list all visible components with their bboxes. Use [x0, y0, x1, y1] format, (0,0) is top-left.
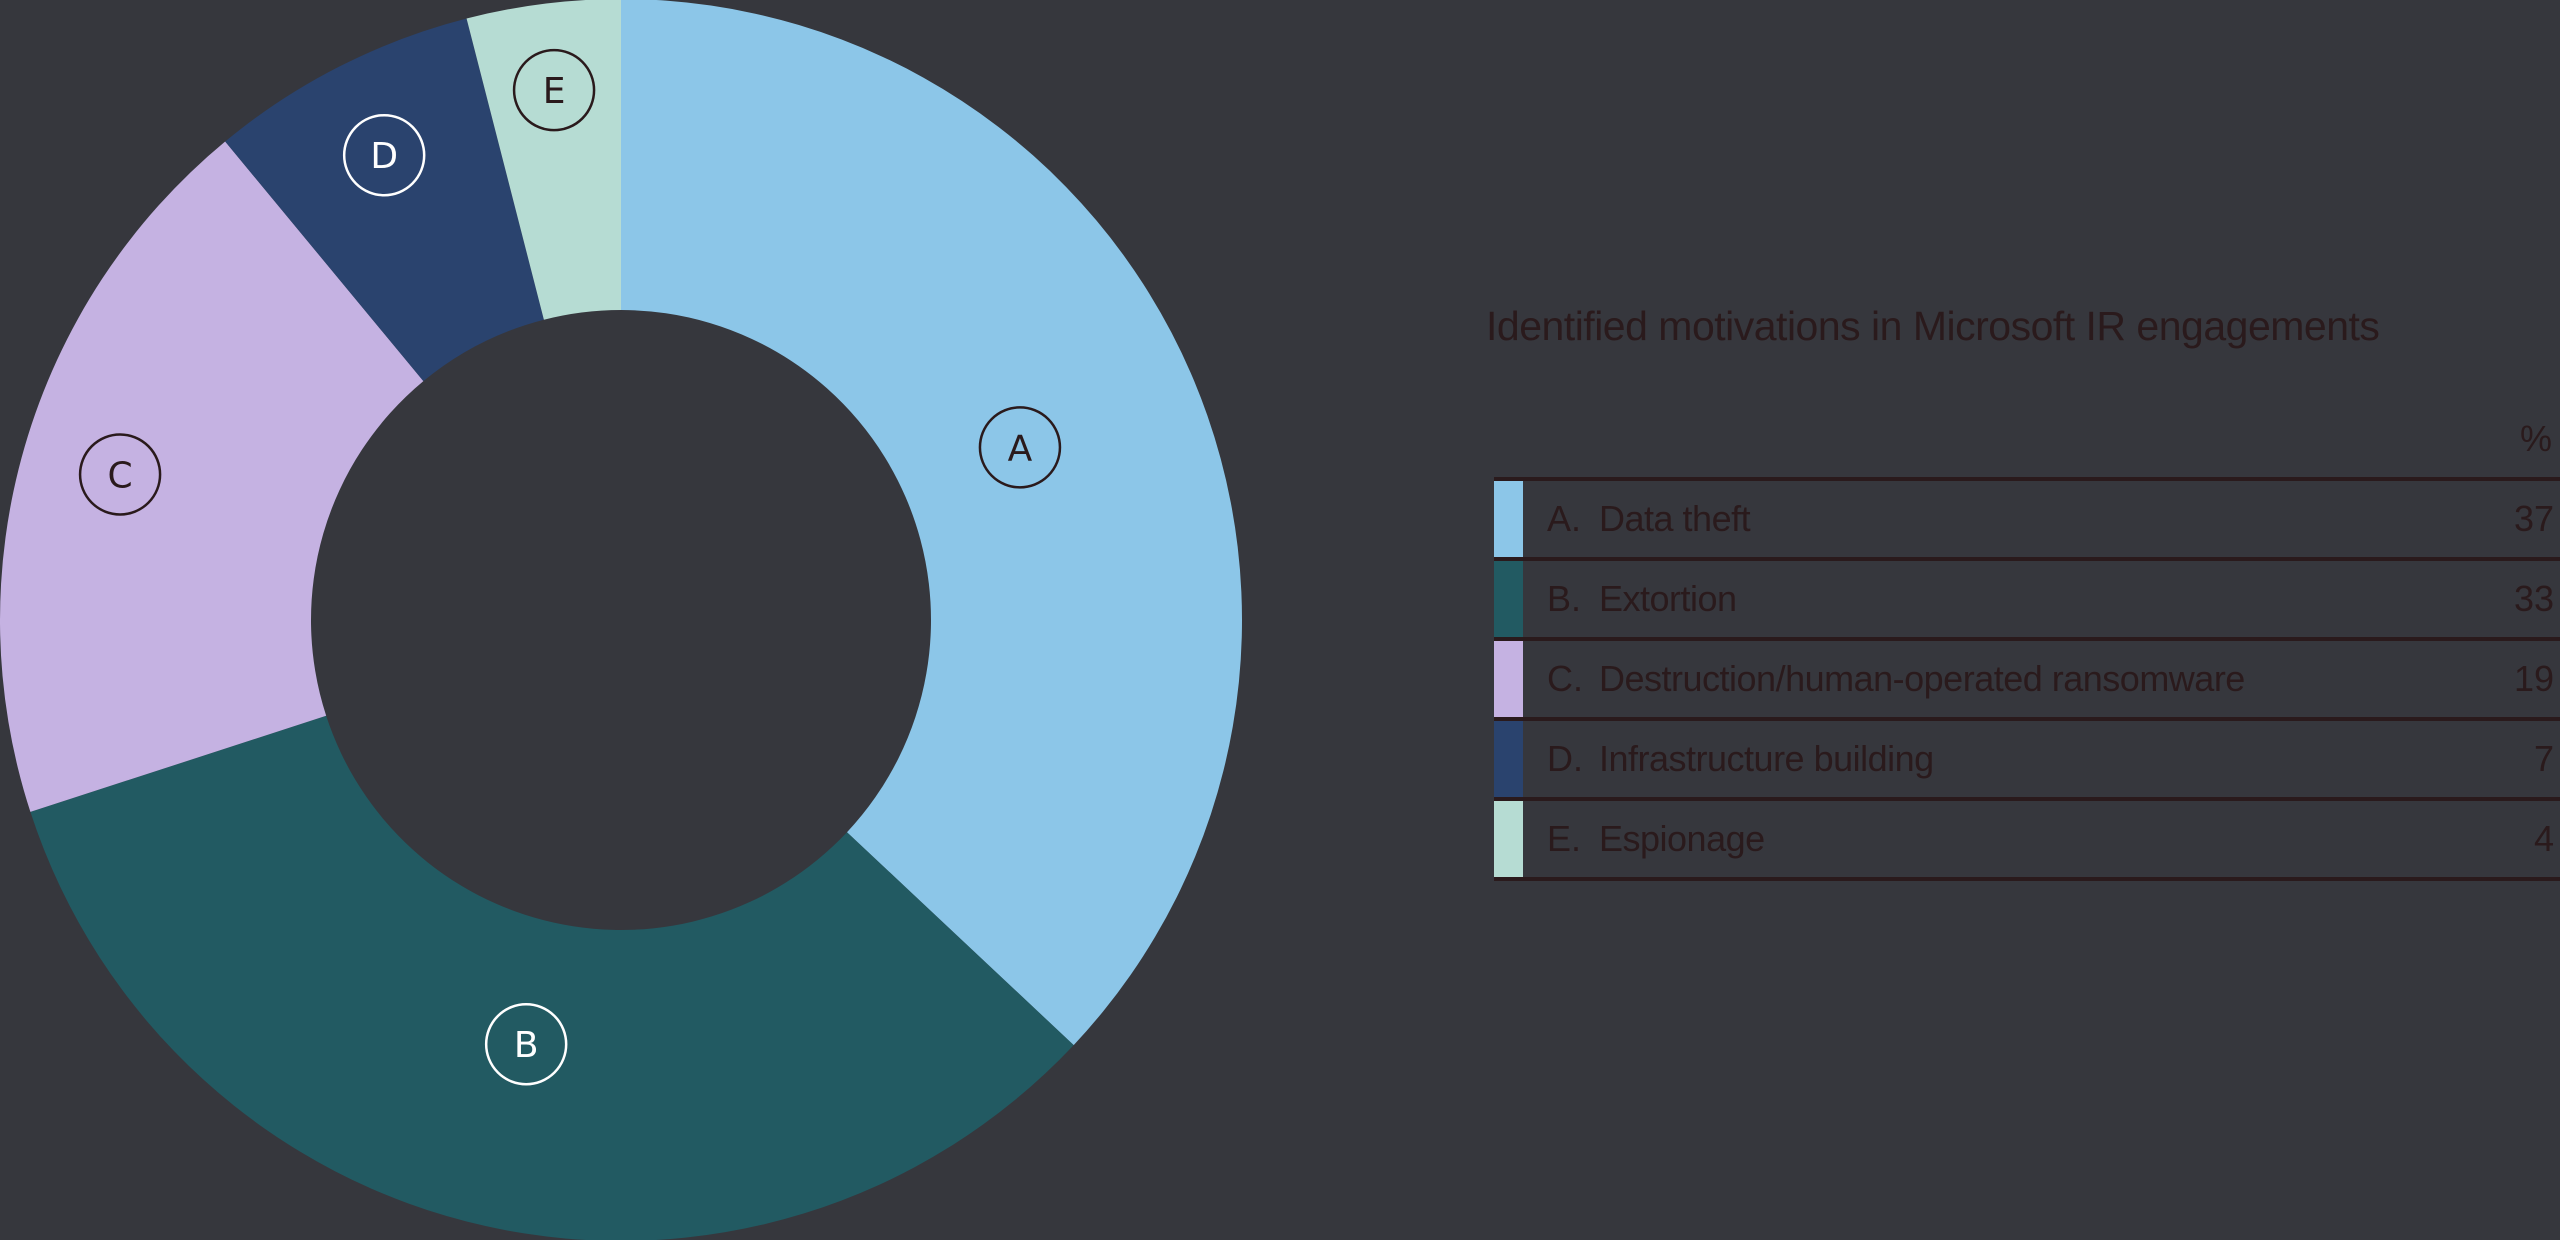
svg-text:E: E [543, 71, 566, 112]
donut-slices [0, 0, 1242, 1240]
legend-letter: A. [1547, 498, 1582, 539]
slice-label-e: E [512, 48, 596, 132]
legend-label: Data theft [1599, 498, 1751, 539]
legend-value: 7 [2533, 738, 2554, 779]
legend-label: Espionage [1599, 818, 1765, 859]
legend-label: Destruction/human-operated ransomware [1599, 658, 2245, 699]
slice-label-c: C [78, 433, 162, 516]
percent-column-header: % [2519, 418, 2552, 459]
legend-row-extortion: B. Extortion 33 [1494, 557, 2560, 637]
legend-swatch [1494, 561, 1523, 637]
donut-slice-a [621, 0, 1242, 1046]
legend-value: 33 [2513, 578, 2554, 619]
donut-slice-d [225, 18, 544, 382]
legend-row-espionage: E. Espionage 4 [1494, 797, 2560, 881]
legend-value: 37 [2513, 498, 2554, 539]
legend-swatch [1494, 481, 1523, 557]
donut-slice-labels: A B C D E [78, 48, 1062, 1086]
legend-label: Infrastructure building [1599, 738, 1934, 779]
legend-row-destruction: C. Destruction/human-operated ransomware… [1494, 637, 2560, 717]
svg-text:C: C [108, 455, 133, 496]
legend-label: Extortion [1599, 578, 1737, 619]
legend-letter: E. [1547, 818, 1582, 859]
svg-text:A: A [1008, 428, 1033, 469]
legend-title: Identified motivations in Microsoft IR e… [1486, 303, 2380, 349]
legend-letter: D. [1547, 738, 1583, 779]
svg-text:D: D [370, 136, 398, 177]
legend-table: A. Data theft 37 B. Extortion 33 C. Dest… [1494, 477, 2560, 881]
donut-slice-c [0, 141, 424, 812]
donut-slice-e [466, 0, 621, 320]
slice-label-a: A [978, 406, 1062, 489]
slice-label-d: D [342, 113, 426, 197]
legend-letter: B. [1547, 578, 1582, 619]
legend-swatch [1494, 801, 1523, 877]
slice-label-b: B [484, 1002, 568, 1086]
legend-row-infrastructure: D. Infrastructure building 7 [1494, 717, 2560, 797]
legend-row-data-theft: A. Data theft 37 [1494, 477, 2560, 557]
legend-letter: C. [1547, 658, 1583, 699]
donut-chart: A B C D E [0, 0, 1242, 1240]
legend-value: 19 [2513, 658, 2554, 699]
legend-value: 4 [2533, 818, 2554, 859]
legend-swatch [1494, 641, 1523, 717]
legend-swatch [1494, 721, 1523, 797]
donut-slice-b [30, 715, 1074, 1240]
svg-text:B: B [514, 1025, 539, 1066]
